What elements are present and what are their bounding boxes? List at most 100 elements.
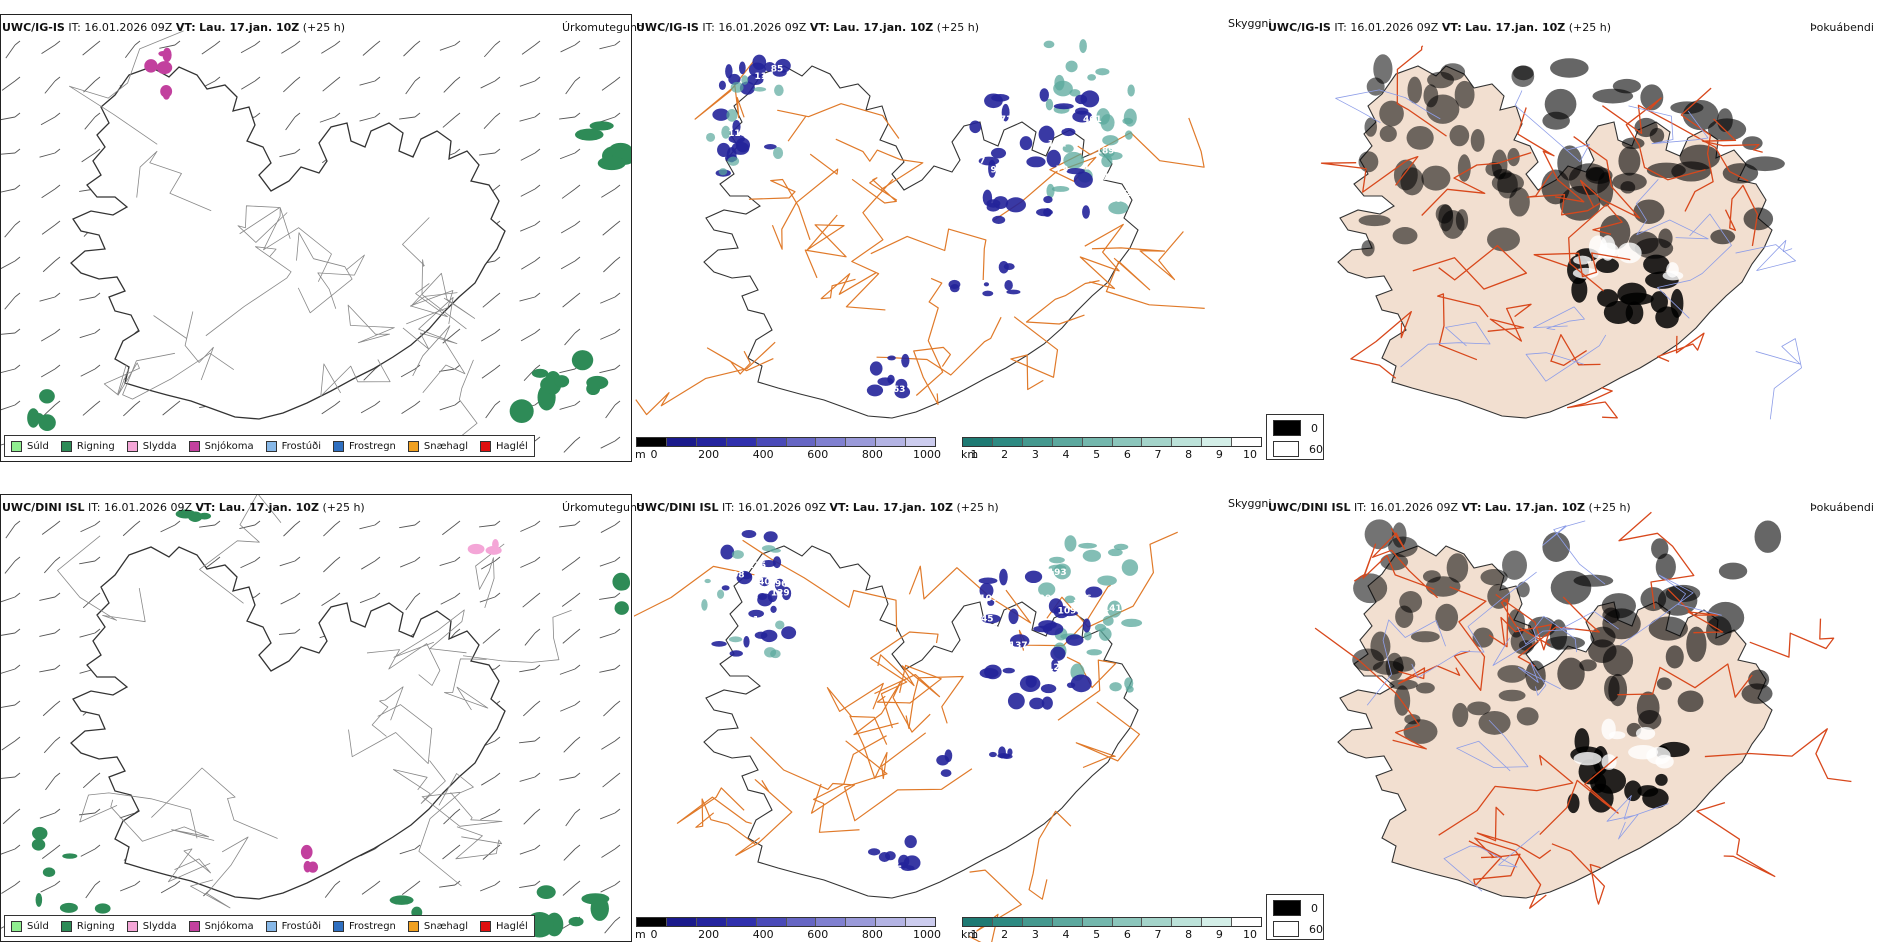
legend-label: Rigning: [76, 920, 115, 932]
legend-swatch: [480, 440, 492, 452]
fog-indicator-north: [1525, 520, 1782, 737]
cloud-base-value: 108: [726, 571, 745, 581]
colorbar-bin: [992, 918, 1023, 926]
colorbar-bin: [876, 438, 907, 446]
lead-time: (+25 h): [936, 21, 980, 34]
colorbar-tick: 0: [650, 448, 658, 461]
cloud-base-value: 166: [1041, 59, 1060, 69]
low-cloud-south: [867, 835, 921, 871]
rain-area-northeast: [574, 121, 631, 171]
fog-legend-label: 60: [1309, 442, 1323, 456]
legend-item: Rigning: [60, 440, 115, 452]
cloud-base-value: 93: [965, 664, 978, 674]
colorbar-tick: 3: [1031, 928, 1039, 941]
colorbar-tick: 400: [752, 448, 774, 461]
cloud-base-value: 137: [1009, 641, 1028, 651]
model-name: UWC/DINI ISL: [2, 501, 85, 514]
colorbar-tick: 1: [970, 448, 978, 461]
legend-label: Snjókoma: [204, 440, 254, 452]
low-visibility-westfjords: [706, 75, 784, 176]
cloud-base-value: 103: [1060, 691, 1079, 701]
legend-swatch: [11, 920, 22, 932]
river-network: [1335, 89, 1802, 420]
road-network: [57, 495, 572, 909]
cloud-base-value: 71: [1000, 115, 1013, 125]
fog-indicator-glacier-clear: [1573, 718, 1674, 770]
legend-item: Frostúði: [265, 920, 321, 932]
cloud-base-value: 176: [1073, 594, 1092, 604]
legend-label: Frostúði: [281, 440, 321, 452]
fog-legend-item: 60: [1273, 441, 1323, 457]
colorbar-bin: [1172, 918, 1203, 926]
colorbar-tick: 10: [1243, 448, 1257, 461]
cloud-base-value: 96: [1012, 212, 1025, 222]
cloud-base-value: 193: [1048, 568, 1067, 578]
fog-panel-label-2: Þokuábendi: [1810, 501, 1874, 514]
model-name: UWC/IG-IS: [636, 21, 699, 34]
road-network: [635, 60, 1205, 416]
fog-indicator-west: [1352, 519, 1539, 744]
cloud-base-value: 109: [979, 594, 998, 604]
colorbar-bin: [637, 438, 667, 446]
valid-time: Lau. 17.jan. 10Z: [1465, 21, 1566, 34]
precip-type-panel-1: Súld Rigning Slydda Snjókoma Frostúði Frostre…: [0, 14, 632, 462]
legend-swatch: [60, 440, 72, 452]
cloud-base-value: 265: [1070, 564, 1089, 574]
colorbar-tick: 600: [807, 928, 829, 941]
colorbar-unit: m: [635, 928, 646, 941]
cloud-base-value: 116: [1084, 163, 1103, 173]
cloud-base-value: 78: [1053, 123, 1066, 133]
cloud-base-value: 45: [981, 615, 994, 625]
fog-legend-label: 0: [1311, 901, 1318, 915]
fog-legend-2: 0 60: [1266, 894, 1324, 940]
fog-map-1: [1320, 45, 1802, 420]
issue-time: 16.01.2026 09Z: [1350, 21, 1439, 34]
fog-legend-1: 0 60: [1266, 414, 1324, 460]
precip-panel-label-2: Úrkomutegund: [562, 501, 644, 514]
colorbar-bin: [876, 918, 907, 926]
cloud-base-value: 163: [887, 385, 906, 395]
cloud-base-value: 179: [750, 125, 769, 135]
colorbar-tick: 800: [861, 448, 883, 461]
colorbar-tick: 3: [1031, 448, 1039, 461]
low-cloud-north: [969, 88, 1100, 225]
precip-type-map-2: [1, 495, 631, 938]
precip-type-map-1: [1, 30, 631, 455]
legend-swatch: [333, 440, 344, 452]
precip-legend-2: Súld Rigning Slydda Snjókoma Frostúði Frostre…: [4, 915, 535, 937]
model-name: UWC/DINI ISL: [1268, 501, 1351, 514]
legend-item: Snjókoma: [188, 920, 254, 932]
lead-time: (+25 h): [302, 21, 346, 34]
colorbar-tick: 6: [1123, 928, 1131, 941]
legend-label: Haglél: [496, 440, 528, 452]
cloud-base-value: 131: [1048, 140, 1067, 150]
cloud-base-value: 88: [968, 136, 981, 146]
legend-item: Súld: [11, 920, 49, 932]
rain-area-east: [612, 572, 631, 615]
legend-label: Slydda: [142, 440, 177, 452]
fog-legend-label: 0: [1311, 421, 1318, 435]
vt-prefix: VT:: [175, 21, 196, 34]
valid-time: Lau. 17.jan. 10Z: [199, 21, 300, 34]
legend-item: Slydda: [126, 920, 177, 932]
cloud-base-value: 78: [1102, 173, 1115, 183]
colorbar-tick: 2: [1001, 928, 1009, 941]
legend-swatch: [60, 920, 72, 932]
cloud-base-value: 109: [1058, 607, 1077, 617]
visibility-colorbar-1: 1 2 3 4 5 6 7 8 9 10 km: [961, 437, 1262, 461]
fog-legend-label: 60: [1309, 922, 1323, 936]
colorbar-tick: 8: [1185, 448, 1193, 461]
visibility-colorbar-2: 1 2 3 4 5 6 7 8 9 10 km: [961, 917, 1262, 941]
it-prefix: IT:: [68, 21, 81, 34]
it-prefix: IT:: [722, 501, 735, 514]
it-prefix: IT:: [702, 21, 715, 34]
cloud-base-value: 95: [991, 166, 1004, 176]
legend-swatch: [126, 920, 138, 932]
legend-swatch: [265, 920, 277, 932]
legend-item: Rigning: [60, 920, 115, 932]
colorbar-bin: [1142, 438, 1173, 446]
colorbar-tick: 7: [1154, 928, 1162, 941]
colorbar-bin: [666, 918, 697, 926]
rain-area-southeast: [509, 350, 609, 423]
